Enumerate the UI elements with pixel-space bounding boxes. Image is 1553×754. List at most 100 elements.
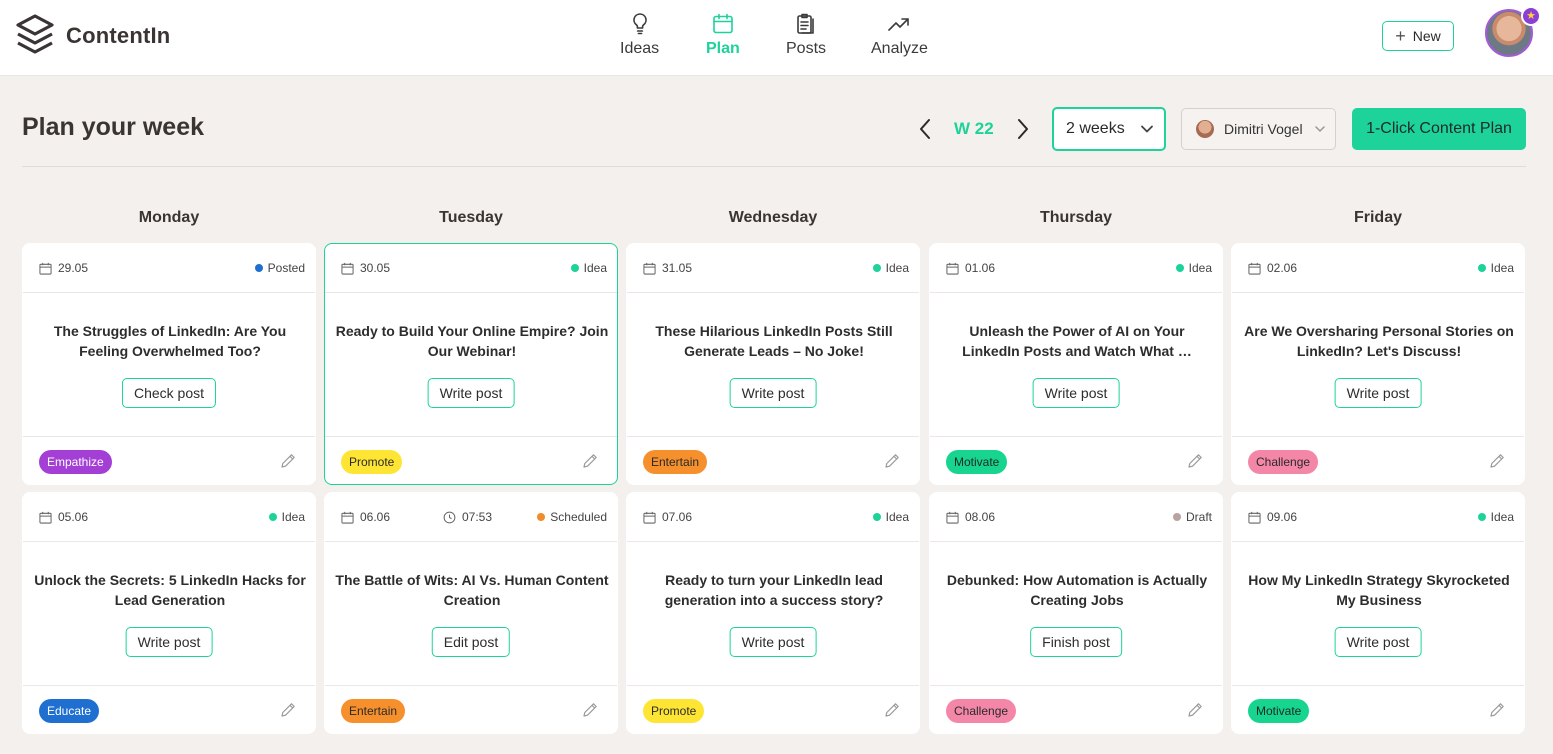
pencil-icon[interactable] (883, 701, 901, 719)
nav-analyze-label: Analyze (871, 40, 928, 57)
post-card[interactable]: 01.06 Idea Unleash the Power of AI on Yo… (929, 243, 1223, 485)
card-date-text: 06.06 (360, 510, 391, 524)
category-tag[interactable]: Entertain (341, 699, 406, 723)
status-text: Idea (885, 261, 909, 275)
week-label: W 22 (954, 119, 994, 138)
status-badge: Idea (1477, 261, 1514, 275)
status-text: Idea (1490, 261, 1514, 275)
post-card[interactable]: 05.06 Idea Unlock the Secrets: 5 LinkedI… (22, 492, 316, 734)
status-badge: Idea (1477, 510, 1514, 524)
post-card[interactable]: 06.06 07:53 Scheduled The Battle of Wits… (324, 492, 618, 734)
post-title: Ready to Build Your Online Empire? Join … (335, 323, 609, 359)
day-header-wednesday: Wednesday (728, 209, 818, 226)
pencil-icon[interactable] (883, 452, 901, 470)
category-tag[interactable]: Entertain (643, 450, 708, 474)
post-card[interactable]: 29.05 Posted The Struggles of LinkedIn: … (22, 243, 316, 485)
calendar-icon (341, 262, 354, 275)
one-click-content-plan-button[interactable]: 1-Click Content Plan (1352, 108, 1526, 150)
category-tag[interactable]: Promote (643, 699, 705, 723)
status-text: Scheduled (550, 510, 607, 524)
status-dot (1477, 513, 1486, 521)
category-tag[interactable]: Empathize (39, 450, 112, 474)
post-action-button[interactable]: Write post (729, 378, 817, 408)
post-action-button[interactable]: Check post (121, 378, 217, 408)
post-action-button[interactable]: Finish post (1030, 627, 1122, 657)
card-header: 06.06 07:53 Scheduled (325, 493, 617, 542)
pencil-icon[interactable] (581, 701, 599, 719)
post-action-button[interactable]: Edit post (431, 627, 511, 657)
calendar-icon (39, 511, 52, 524)
card-footer: Challenge (930, 685, 1222, 734)
card-header: 09.06 Idea (1232, 493, 1524, 542)
category-tag[interactable]: Educate (39, 699, 100, 723)
card-date: 02.06 (1248, 261, 1297, 275)
card-header: 05.06 Idea (23, 493, 315, 542)
logo-text: ContentIn (66, 23, 171, 48)
nav-analyze[interactable]: Analyze (871, 12, 928, 58)
post-card[interactable]: 08.06 Draft Debunked: How Automation is … (929, 492, 1223, 734)
card-footer: Entertain (627, 436, 919, 485)
post-action-button[interactable]: Write post (1334, 378, 1422, 408)
category-tag[interactable]: Promote (341, 450, 403, 474)
nav-ideas[interactable]: Ideas (620, 12, 659, 58)
status-badge: Idea (872, 261, 909, 275)
card-header: 30.05 Idea (325, 244, 617, 293)
pencil-icon[interactable] (1488, 701, 1506, 719)
star-badge-icon: ★ (1521, 6, 1541, 26)
pencil-icon[interactable] (279, 701, 297, 719)
pencil-icon[interactable] (581, 452, 599, 470)
pencil-icon[interactable] (279, 452, 297, 470)
category-tag[interactable]: Motivate (946, 450, 1008, 474)
pencil-icon[interactable] (1186, 701, 1204, 719)
status-badge: Idea (570, 261, 607, 275)
post-action-button[interactable]: Write post (729, 627, 817, 657)
nav-plan[interactable]: Plan (706, 12, 740, 58)
card-date: 01.06 (946, 261, 995, 275)
post-card[interactable]: 02.06 Idea Are We Oversharing Personal S… (1231, 243, 1525, 485)
new-button[interactable]: + New (1382, 21, 1454, 51)
post-card[interactable]: 07.06 Idea Ready to turn your LinkedIn l… (626, 492, 920, 734)
category-tag[interactable]: Challenge (1248, 450, 1319, 474)
status-text: Posted (267, 261, 305, 275)
card-date-text: 09.06 (1267, 510, 1298, 524)
card-header: 08.06 Draft (930, 493, 1222, 542)
post-action-button[interactable]: Write post (1032, 378, 1120, 408)
card-date-text: 05.06 (58, 510, 89, 524)
status-text: Draft (1185, 510, 1212, 524)
status-badge: Idea (1175, 261, 1212, 275)
range-select[interactable]: 2 weeks (1052, 107, 1166, 151)
category-tag[interactable]: Challenge (946, 699, 1017, 723)
post-card[interactable]: 31.05 Idea These Hilarious LinkedIn Post… (626, 243, 920, 485)
user-select[interactable]: Dimitri Vogel (1181, 108, 1336, 150)
category-tag[interactable]: Motivate (1248, 699, 1310, 723)
trending-up-icon (888, 18, 910, 31)
divider (22, 166, 1526, 167)
chevron-right-icon (1018, 119, 1028, 139)
pencil-icon[interactable] (1488, 452, 1506, 470)
user-avatar-button[interactable]: ★ (1485, 6, 1541, 59)
post-card[interactable]: 09.06 Idea How My LinkedIn Strategy Skyr… (1231, 492, 1525, 734)
card-header: 07.06 Idea (627, 493, 919, 542)
calendar-icon (643, 262, 656, 275)
next-week-button[interactable] (1012, 116, 1034, 142)
nav-posts[interactable]: Posts (786, 12, 826, 58)
post-title: The Battle of Wits: AI Vs. Human Content… (335, 572, 609, 608)
post-action-button[interactable]: Write post (1334, 627, 1422, 657)
post-action-button[interactable]: Write post (427, 378, 515, 408)
card-header: 31.05 Idea (627, 244, 919, 293)
logo[interactable]: ContentIn (15, 13, 170, 59)
card-time: 07:53 (443, 510, 492, 524)
post-title: The Struggles of LinkedIn: Are You Feeli… (53, 323, 287, 359)
pencil-icon[interactable] (1186, 452, 1204, 470)
card-footer: Motivate (1232, 685, 1524, 734)
user-avatar (1196, 120, 1214, 138)
chevron-left-icon (920, 119, 930, 139)
previous-week-button[interactable] (914, 116, 936, 142)
card-header: 01.06 Idea (930, 244, 1222, 293)
nav-plan-label: Plan (706, 40, 740, 57)
post-card[interactable]: 30.05 Idea Ready to Build Your Online Em… (324, 243, 618, 485)
calendar-icon (341, 511, 354, 524)
calendar-icon (39, 262, 52, 275)
card-header: 29.05 Posted (23, 244, 315, 293)
post-action-button[interactable]: Write post (125, 627, 213, 657)
